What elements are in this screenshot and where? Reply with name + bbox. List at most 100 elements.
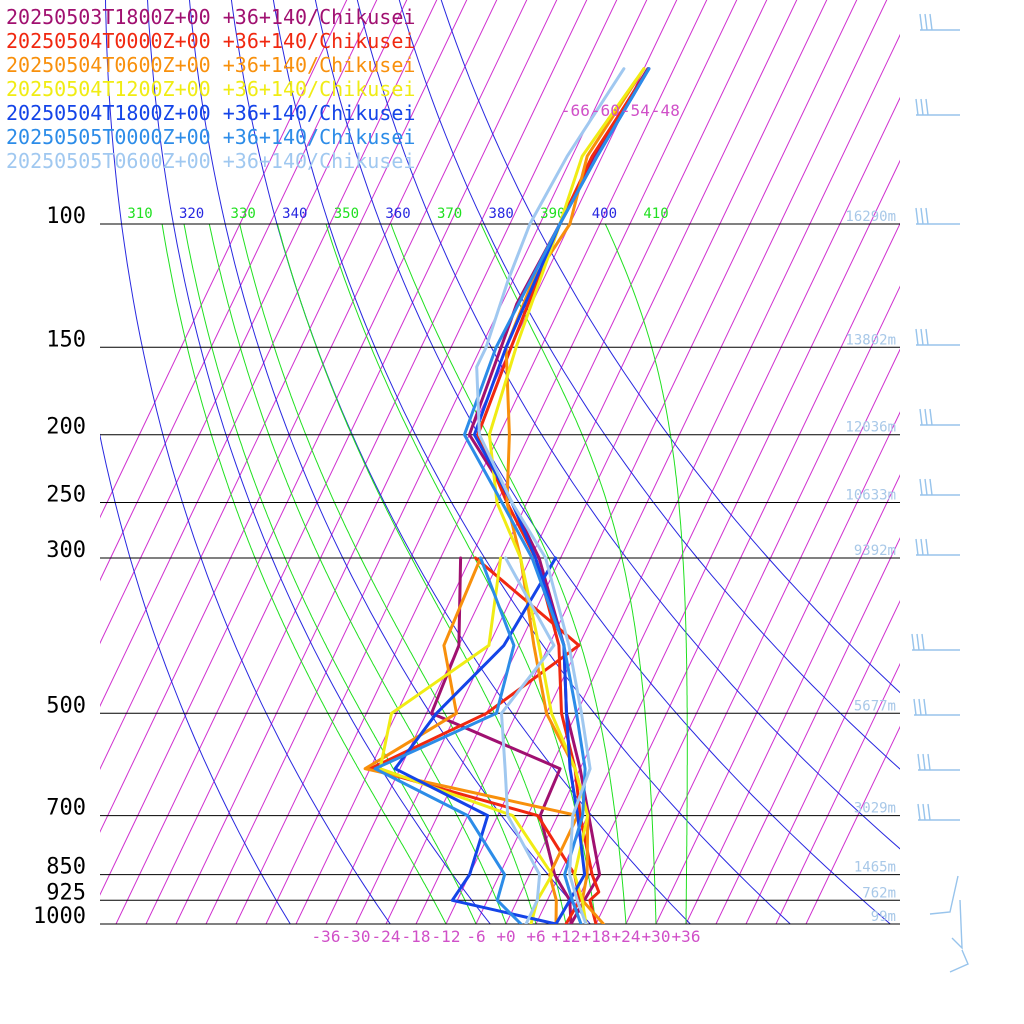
wind-barb-flag (919, 478, 923, 496)
pressure-label: 850 (46, 855, 86, 880)
wind-barb (913, 698, 960, 716)
height-label: 762m (862, 885, 896, 901)
legend-entry: 20250504T1200Z+00 +36+140/Chikusei (6, 77, 415, 101)
dry-adiabat-line (272, 0, 791, 924)
temperature-tick-label: -30 (342, 927, 371, 946)
temperature-ticks: -36 -30 -24 -18 -12 -6 +0 +6 +12 +18 +24 +30 +36 (312, 927, 701, 946)
isotherm-line (775, 662, 900, 924)
dry-adiabat-line (230, 0, 691, 924)
isotherm-line (625, 348, 900, 924)
isotherm-line (655, 411, 900, 924)
theta-label: 410 (643, 206, 668, 222)
wind-barb-flag (921, 633, 925, 651)
isotherm-line (175, 0, 618, 924)
isotherm-line (445, 0, 888, 924)
wind-barb-flag (924, 478, 928, 496)
legend-entry: 20250504T0000Z+00 +36+140/Chikusei (6, 29, 415, 53)
height-label: 99m (871, 909, 896, 925)
wind-barb-flag (919, 13, 923, 31)
temperature-line (472, 67, 651, 924)
legend-entry: 20250504T1800Z+00 +36+140/Chikusei (6, 101, 415, 125)
theta-label: 330 (231, 206, 256, 222)
wind-barb-flag (925, 207, 929, 225)
wind-barb-flag (920, 538, 924, 556)
dry-adiabat-line (147, 0, 491, 924)
wind-barb (915, 207, 960, 225)
isotherm-line (805, 725, 900, 924)
theta-label: 380 (489, 206, 514, 222)
isotherm-label: -54 (621, 101, 650, 120)
dry-adiabat-line (356, 0, 900, 850)
pressure-label: 925 (46, 880, 86, 905)
dewpoint-line (430, 556, 573, 924)
isotherm-line (475, 33, 900, 924)
wind-barb-flag (915, 98, 919, 116)
wind-barb-flag (929, 13, 933, 31)
sounding-series (363, 67, 651, 924)
wind-barb-flag (920, 328, 924, 346)
theta-label: 320 (179, 206, 204, 222)
pressure-label: 150 (46, 327, 86, 352)
isotherm-line (745, 599, 900, 924)
theta-label: 390 (540, 206, 565, 222)
pressure-label: 700 (46, 796, 86, 821)
dewpoint-line (363, 556, 580, 924)
isotherm-line (715, 537, 900, 924)
temperature-line (476, 67, 651, 924)
wind-barb-flag (920, 98, 924, 116)
dry-adiabat-line (100, 433, 291, 924)
temperature-tick-label: -24 (372, 927, 401, 946)
isotherm-label: -48 (651, 101, 680, 120)
temperature-tick-label: +18 (582, 927, 611, 946)
wind-barb-flag (929, 478, 933, 496)
theta-label: 310 (127, 206, 152, 222)
height-label: 3029m (854, 801, 896, 817)
pressure-label: 200 (46, 415, 86, 440)
pressure-label: 500 (46, 693, 86, 718)
isotherm-line (355, 0, 798, 924)
isotherm-line (115, 0, 558, 924)
legend-entry: 20250504T0600Z+00 +36+140/Chikusei (6, 53, 415, 77)
pressure-label: 100 (46, 204, 86, 229)
isotherm-line (685, 474, 900, 924)
wind-barb (919, 478, 960, 496)
wind-barb-flag (920, 207, 924, 225)
wind-barb (915, 98, 960, 116)
wind-barb-flag (917, 753, 921, 771)
wind-barb-flag (925, 98, 929, 116)
wind-barb (911, 633, 960, 651)
theta-labels: 310 320 330 340 350 360 370 380 390 400 410 (127, 206, 668, 222)
isotherm-line (505, 96, 900, 924)
wind-barb-flag (922, 803, 926, 821)
height-label: 10633m (845, 488, 896, 504)
pressure-label: 300 (46, 538, 86, 563)
temperature-tick-label: +24 (612, 927, 641, 946)
wind-barb-flag (913, 698, 917, 716)
wind-barb (919, 408, 960, 426)
wind-barb (915, 538, 960, 556)
temperature-tick-label: -36 (312, 927, 341, 946)
wind-barb-flag (925, 538, 929, 556)
temperature-tick-label: -18 (402, 927, 431, 946)
wind-barb (915, 328, 960, 346)
isotherm-line (385, 0, 828, 924)
wind-barb-flag (915, 207, 919, 225)
dry-adiabat-line (398, 0, 900, 770)
isotherm-line (535, 159, 900, 924)
theta-label: 340 (282, 206, 307, 222)
theta-label: 360 (385, 206, 410, 222)
temperature-tick-label: -6 (466, 927, 485, 946)
theta-label: 370 (437, 206, 462, 222)
isotherm-line (100, 0, 528, 896)
height-label: 13802m (845, 332, 896, 348)
wind-barb-flag (922, 753, 926, 771)
isotherm-line (235, 0, 678, 924)
pressure-label: 1000 (33, 904, 86, 929)
wind-barbs (911, 13, 969, 973)
moist-adiabat-line (183, 223, 477, 924)
dewpoint-line (378, 556, 554, 924)
isotherm-line (595, 285, 900, 924)
wind-barb (917, 803, 960, 821)
isotherm-line (100, 0, 348, 519)
